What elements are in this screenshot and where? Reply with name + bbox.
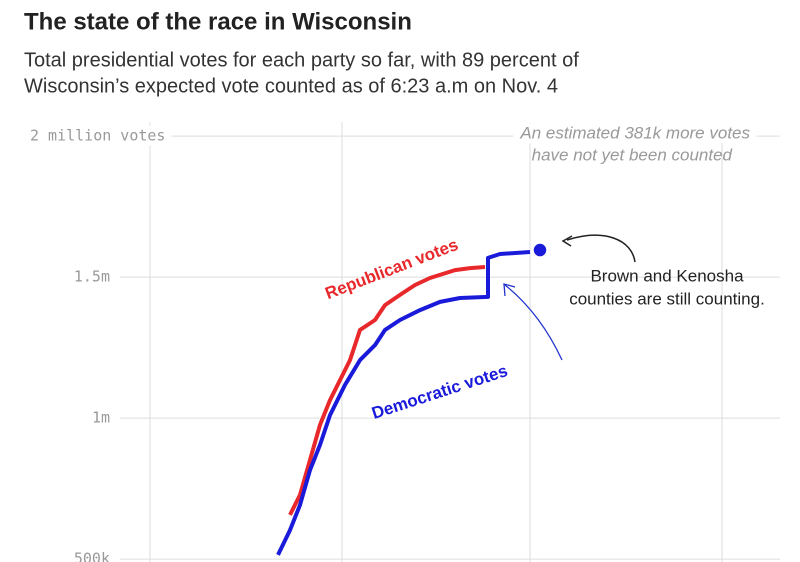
- series-line: [288, 265, 486, 516]
- label-background: [513, 122, 757, 144]
- series-label: Democratic votes: [369, 361, 510, 423]
- annotation: Brown and Kenosha: [590, 266, 744, 285]
- end-marker: [532, 242, 548, 258]
- annotation: An estimated 381k more votes: [519, 123, 750, 142]
- chart-subtitle: Wisconsin’s expected vote counted as of …: [24, 75, 558, 97]
- label-background: [67, 548, 116, 562]
- y-tick-label: 2 million votes: [30, 127, 165, 145]
- plot-area: 2 million votes 1.5m 1m 500k An estimated 38…: [24, 122, 780, 562]
- label-background: [67, 266, 116, 287]
- handwritten-arrowhead: [503, 283, 516, 297]
- y-tick-label: 1.5m: [74, 268, 110, 286]
- label-background: [24, 125, 172, 146]
- chart-title: The state of the race in Wisconsin: [24, 8, 412, 35]
- y-tick-label: 500k: [74, 550, 110, 562]
- series-label: Republican votes: [323, 235, 461, 303]
- y-tick-label: 1m: [92, 409, 110, 427]
- chart-subtitle: Total presidential votes for each party …: [24, 49, 579, 71]
- label-background: [85, 407, 116, 428]
- annotation-arrow: [566, 234, 636, 263]
- annotation: have not yet been counted: [532, 145, 733, 164]
- annotation: counties are still counting.: [569, 289, 765, 308]
- series-line: [276, 250, 531, 556]
- annotation-arrowhead: [561, 235, 573, 247]
- handwritten-arrow: [504, 284, 563, 361]
